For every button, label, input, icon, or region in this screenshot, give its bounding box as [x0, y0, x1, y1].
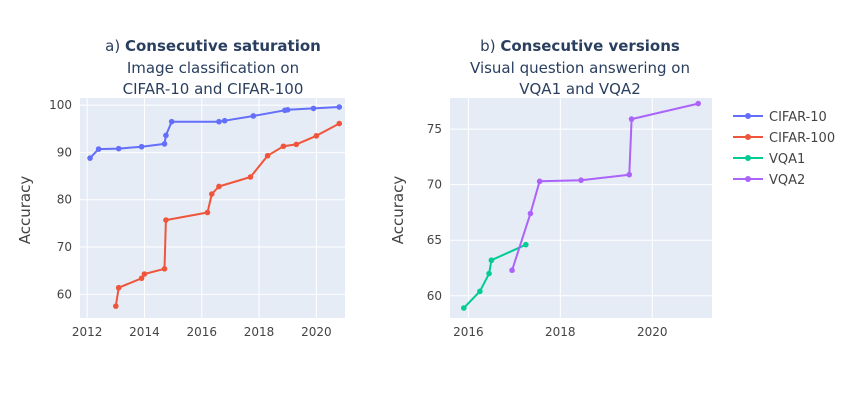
chart1-point-cifar-10: [168, 118, 175, 125]
chart1-point-cifar-100: [313, 133, 320, 139]
chart2-point-vqa2: [578, 177, 584, 184]
chart1-point-cifar-100: [293, 141, 300, 148]
chart2-plot-area: [450, 98, 712, 318]
chart2-y-tick-label: 75: [427, 122, 442, 136]
chart1-y-tick-label: 90: [57, 145, 72, 159]
chart1-point-cifar-10: [115, 145, 122, 152]
chart1-point-cifar-10: [284, 107, 291, 113]
chart1-point-cifar-10: [161, 141, 168, 147]
chart2-subtitle-line: VQA1 and VQA2: [519, 80, 641, 98]
legend-label-vqa2: VQA2: [769, 173, 805, 188]
chart2-x-tick-label: 2016: [453, 325, 484, 339]
chart1-x-tick-label: 2014: [129, 325, 160, 339]
chart2-y-tick-label: 65: [427, 233, 442, 247]
chart2-point-vqa2: [509, 267, 515, 274]
chart1-y-tick-label: 60: [57, 287, 72, 301]
chart1-x-tick-label: 2012: [72, 325, 103, 339]
chart1-y-tick-label: 80: [57, 193, 72, 207]
chart2-y-axis-label: Accuracy: [389, 176, 407, 245]
chart2-y-tick-label: 70: [427, 178, 442, 192]
legend-marker-vqa2: [745, 176, 751, 182]
chart1-point-cifar-100: [161, 265, 168, 272]
chart2-point-vqa1: [523, 241, 529, 248]
chart1-point-cifar-10: [221, 117, 228, 124]
chart2-point-vqa2: [626, 171, 633, 178]
chart2-title: b) Consecutive versions: [480, 37, 680, 55]
chart2-x-tick-label: 2020: [637, 325, 668, 339]
chart1-point-cifar-100: [280, 143, 287, 150]
legend-marker-cifar-100: [745, 134, 751, 140]
chart1-point-cifar-100: [138, 275, 145, 282]
chart1-y-tick-label: 70: [57, 240, 72, 254]
chart2-point-vqa2: [695, 100, 702, 107]
chart1-point-cifar-10: [310, 105, 317, 112]
chart1-x-tick-label: 2020: [301, 325, 332, 339]
chart2-point-vqa1: [477, 288, 483, 295]
chart1-point-cifar-10: [336, 104, 343, 110]
chart2-point-vqa2: [536, 178, 543, 185]
chart2-x-tick-label: 2018: [545, 325, 576, 339]
legend-marker-vqa1: [745, 155, 751, 161]
chart1-title: a) Consecutive saturation: [105, 37, 321, 55]
legend-label-vqa1: VQA1: [769, 152, 805, 167]
chart1-point-cifar-100: [336, 120, 343, 127]
chart1-point-cifar-10: [87, 155, 93, 161]
legend-label-cifar-10: CIFAR-10: [769, 110, 827, 125]
chart1-point-cifar-100: [163, 217, 169, 223]
chart1-y-axis-label: Accuracy: [16, 176, 34, 245]
legend-label-cifar-100: CIFAR-100: [769, 131, 835, 146]
chart1-subtitle-line: Image classification on: [127, 59, 299, 77]
chart1-point-cifar-10: [250, 113, 257, 119]
chart2-point-vqa1: [460, 305, 467, 311]
chart2-point-vqa2: [628, 116, 635, 122]
chart1-point-cifar-10: [138, 143, 145, 150]
chart1-point-cifar-100: [208, 191, 215, 197]
chart2-y-tick-label: 60: [427, 289, 442, 303]
chart1-point-cifar-10: [216, 118, 222, 125]
chart1-subtitle-line: CIFAR-10 and CIFAR-100: [123, 80, 304, 98]
chart1-point-cifar-100: [113, 303, 119, 309]
legend-marker-cifar-10: [745, 113, 751, 119]
chart1-x-tick-label: 2016: [186, 325, 217, 339]
chart2-point-vqa2: [527, 210, 534, 217]
chart2-subtitle-line: Visual question answering on: [470, 59, 690, 77]
chart1-y-tick-label: 100: [49, 98, 72, 112]
chart2-point-vqa1: [486, 270, 492, 277]
chart1-plot-area: [80, 98, 345, 318]
chart1-point-cifar-100: [115, 284, 122, 291]
chart1-point-cifar-100: [216, 183, 222, 190]
chart1-point-cifar-10: [163, 132, 169, 139]
chart1-point-cifar-100: [247, 174, 254, 180]
chart1-point-cifar-100: [141, 271, 148, 277]
chart1-point-cifar-100: [264, 152, 271, 159]
chart2-point-vqa1: [488, 257, 495, 264]
chart1-point-cifar-100: [204, 209, 211, 216]
chart1-point-cifar-10: [95, 146, 102, 152]
chart1-x-tick-label: 2018: [244, 325, 275, 339]
